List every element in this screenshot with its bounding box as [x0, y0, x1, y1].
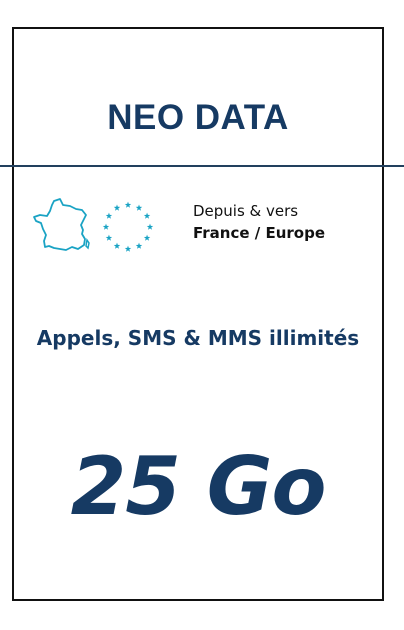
zone-intro-label: Depuis & vers — [193, 202, 299, 220]
eu-star — [102, 223, 110, 230]
eu-star — [124, 201, 132, 208]
divider-line — [0, 165, 404, 167]
france-map-icon — [33, 198, 90, 251]
eu-star — [146, 223, 154, 230]
eu-star — [135, 204, 143, 211]
eu-star — [124, 245, 132, 252]
eu-star — [135, 242, 143, 249]
zone-info: Depuis & vers France / Europe — [193, 200, 383, 244]
eu-star — [143, 212, 151, 219]
offer-card — [12, 27, 384, 601]
plan-title: NEO DATA — [107, 98, 289, 137]
eu-star — [113, 242, 121, 249]
data-allowance: 25 Go — [70, 440, 327, 533]
eu-star — [143, 234, 151, 241]
eu-stars-icon — [102, 201, 154, 252]
eu-star — [105, 212, 113, 219]
eu-star — [105, 234, 113, 241]
zone-name-label: France / Europe — [193, 224, 326, 242]
features-text: Appels, SMS & MMS illimités — [36, 326, 360, 350]
eu-star — [113, 204, 121, 211]
